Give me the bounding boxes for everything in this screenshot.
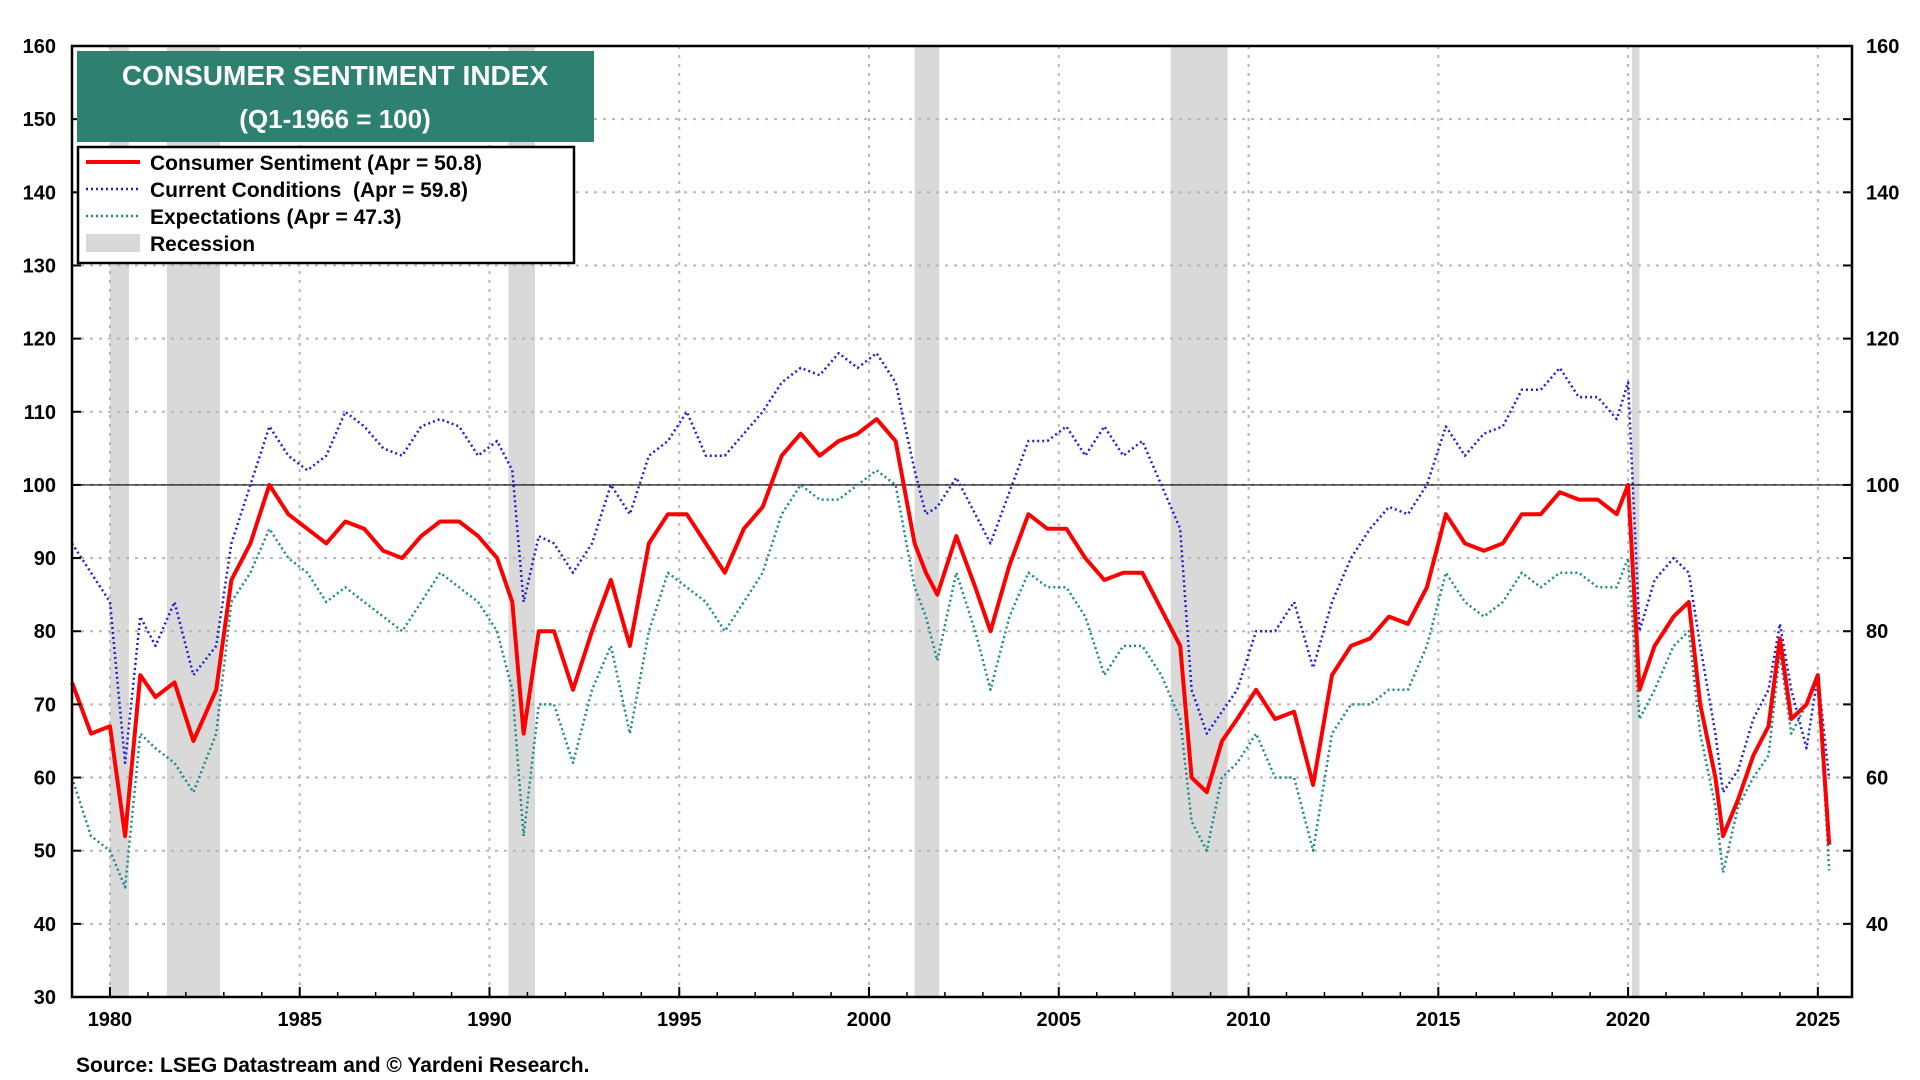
source-note: Source: LSEG Datastream and © Yardeni Re… [76, 1054, 589, 1077]
y-tick-label-left-30: 30 [34, 987, 56, 1009]
series-consumer-sentiment [70, 417, 1832, 845]
y-tick-label-left-70: 70 [34, 694, 56, 716]
y-tick-label-left-100: 100 [23, 475, 56, 497]
y-tick-label-right-80: 80 [1866, 621, 1888, 643]
y-tick-label-right-120: 120 [1866, 329, 1899, 351]
recession-band-4 [1170, 46, 1228, 997]
series-current-conditions [70, 351, 1831, 794]
series-expectations [70, 469, 1831, 889]
y-tick-label-left-90: 90 [34, 548, 56, 570]
legend-label-expectations: Expectations (Apr = 47.3) [150, 206, 402, 229]
x-tick-label-2000: 2000 [847, 1009, 892, 1031]
y-tick-label-left-40: 40 [34, 914, 56, 936]
y-tick-label-left-140: 140 [23, 182, 56, 204]
x-tick-label-2025: 2025 [1796, 1009, 1841, 1031]
y-tick-label-left-60: 60 [34, 768, 56, 790]
x-tick-label-1980: 1980 [88, 1009, 133, 1031]
y-tick-label-right-100: 100 [1866, 475, 1899, 497]
y-tick-label-left-50: 50 [34, 841, 56, 863]
y-tick-label-left-110: 110 [24, 402, 56, 424]
axis-labels: 30 40 40 50 60 60 70 80 80 90 100 100 110 120 120 130 14… [23, 36, 1900, 1031]
x-tick-label-2005: 2005 [1037, 1009, 1082, 1031]
legend-label-recession: Recession [150, 233, 255, 256]
recession-band-5 [1631, 46, 1640, 997]
y-tick-label-left-150: 150 [23, 109, 56, 131]
y-tick-label-right-140: 140 [1866, 182, 1899, 204]
x-tick-label-1995: 1995 [657, 1009, 702, 1031]
x-tick-label-2020: 2020 [1606, 1009, 1651, 1031]
legend-label-current: Current Conditions (Apr = 59.8) [150, 179, 468, 202]
x-tick-label-2010: 2010 [1226, 1009, 1271, 1031]
x-tick-label-1985: 1985 [277, 1009, 322, 1031]
recession-bands [109, 46, 1640, 997]
title-box: CONSUMER SENTIMENT INDEX (Q1-1966 = 100) [77, 51, 594, 142]
plot-frame [70, 44, 1854, 999]
recession-band-3 [914, 46, 940, 997]
series-lines [70, 351, 1832, 889]
x-tick-label-2015: 2015 [1416, 1009, 1461, 1031]
legend-label-sentiment: Consumer Sentiment (Apr = 50.8) [150, 152, 482, 175]
title-background [77, 51, 594, 142]
y-tick-label-right-160: 160 [1866, 36, 1899, 58]
y-tick-label-left-120: 120 [23, 329, 56, 351]
y-tick-label-right-40: 40 [1866, 914, 1888, 936]
legend-frame [76, 145, 576, 265]
grid-lines [72, 46, 1852, 997]
y-tick-label-left-130: 130 [23, 255, 56, 277]
y-tick-label-left-80: 80 [34, 621, 56, 643]
chart-subtitle: (Q1-1966 = 100) [239, 104, 431, 134]
x-tick-label-1990: 1990 [467, 1009, 512, 1031]
legend: Consumer Sentiment (Apr = 50.8) Current … [76, 145, 576, 265]
chart-title: CONSUMER SENTIMENT INDEX [122, 60, 549, 91]
y-tick-label-left-160: 160 [23, 36, 56, 58]
legend-swatch-recession [86, 234, 140, 252]
y-tick-label-right-60: 60 [1866, 768, 1888, 790]
